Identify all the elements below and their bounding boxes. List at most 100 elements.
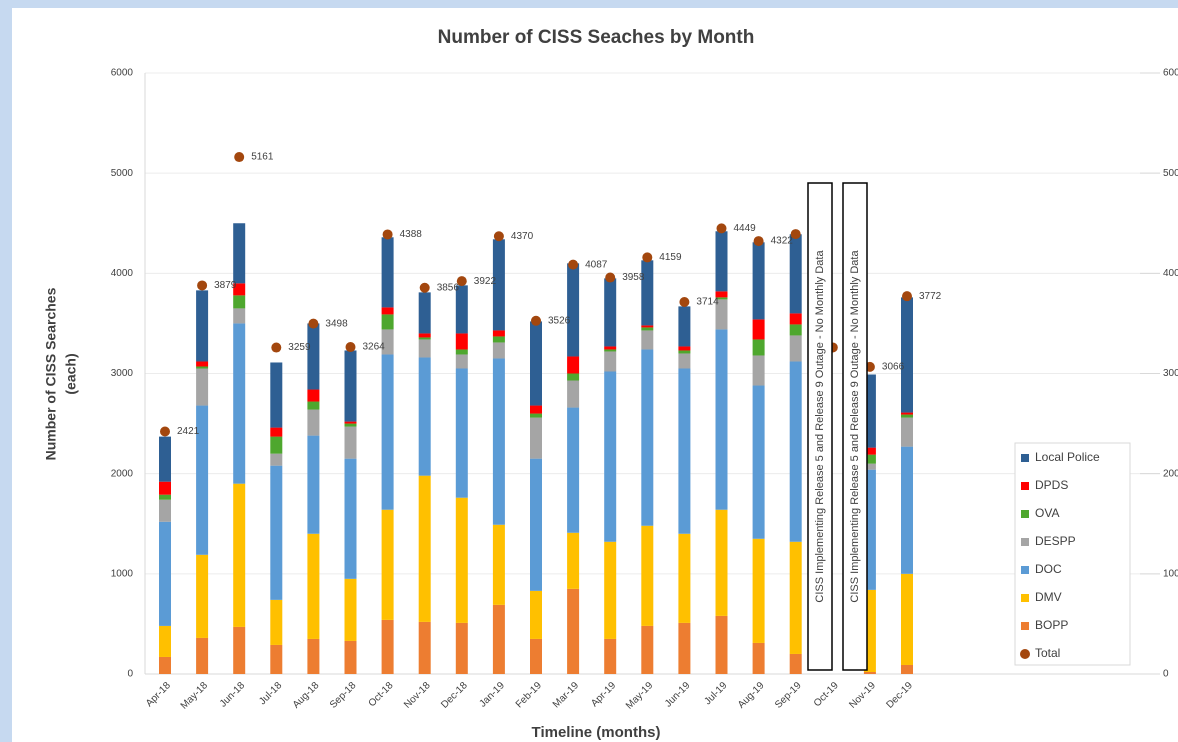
bar-segment bbox=[641, 525, 654, 626]
bar-segment bbox=[901, 414, 913, 418]
bar-segment bbox=[159, 625, 171, 657]
bar-segment bbox=[344, 640, 357, 674]
bar-segment bbox=[715, 329, 728, 510]
bar-segment bbox=[159, 499, 171, 522]
bar-segment bbox=[270, 644, 283, 674]
bar-segment bbox=[344, 350, 357, 422]
bar-segment bbox=[196, 368, 209, 406]
bar-segment bbox=[492, 358, 505, 525]
bar-segment bbox=[567, 356, 580, 374]
y2-tick-label: 0 bbox=[1163, 669, 1169, 680]
bar-segment bbox=[752, 355, 765, 386]
bar-segment bbox=[492, 524, 505, 605]
y2-tick-label: 3000 bbox=[1163, 368, 1178, 379]
bar-segment bbox=[344, 426, 357, 459]
bar-segment bbox=[641, 349, 654, 526]
y-tick-label: 2000 bbox=[111, 468, 134, 479]
bar-segment bbox=[344, 458, 357, 579]
bar-segment bbox=[789, 313, 802, 325]
total-label: 4370 bbox=[511, 231, 534, 242]
total-marker bbox=[790, 229, 801, 240]
total-marker bbox=[234, 152, 245, 163]
total-label: 4087 bbox=[585, 259, 608, 270]
bar-segment bbox=[752, 538, 765, 643]
legend-swatch bbox=[1021, 538, 1029, 546]
total-label: 3259 bbox=[288, 342, 311, 353]
bar-segment bbox=[492, 342, 505, 359]
bar-segment bbox=[678, 353, 691, 369]
total-marker bbox=[568, 259, 579, 270]
legend-label: DPDS bbox=[1035, 478, 1068, 492]
y-tick-label: 5000 bbox=[111, 168, 134, 179]
bar-segment bbox=[567, 407, 580, 533]
total-label: 3714 bbox=[696, 297, 719, 308]
bar-segment bbox=[307, 533, 320, 639]
legend-label: DMV bbox=[1035, 590, 1062, 604]
bar-segment bbox=[604, 278, 617, 347]
y2-tick-label: 4000 bbox=[1163, 268, 1178, 279]
bar-segment bbox=[381, 237, 394, 308]
total-label: 3856 bbox=[437, 282, 460, 293]
bar-segment bbox=[530, 590, 542, 639]
bar-segment bbox=[530, 417, 542, 459]
bar-segment bbox=[863, 447, 876, 455]
bar-segment bbox=[233, 223, 246, 284]
bar-segment bbox=[418, 357, 431, 476]
bar-segment bbox=[530, 638, 542, 674]
legend-label: DOC bbox=[1035, 562, 1062, 576]
legend-label: BOPP bbox=[1035, 618, 1068, 632]
bar-segment bbox=[344, 423, 357, 427]
bar-segment bbox=[678, 350, 691, 354]
annotation-box bbox=[842, 182, 868, 671]
bar-segment bbox=[530, 321, 542, 406]
bar-segment bbox=[641, 327, 654, 331]
total-marker bbox=[456, 276, 467, 287]
bar-segment bbox=[678, 346, 691, 351]
x-axis-title: Timeline (months) bbox=[532, 724, 661, 741]
bar-segment bbox=[455, 349, 468, 355]
y-tick-label: 6000 bbox=[111, 68, 134, 79]
bar-segment bbox=[530, 413, 542, 418]
total-label: 3264 bbox=[363, 342, 386, 353]
total-marker bbox=[308, 318, 319, 329]
bar-segment bbox=[567, 380, 580, 408]
total-label: 4159 bbox=[659, 252, 682, 263]
bar-segment bbox=[530, 405, 542, 414]
total-label: 3958 bbox=[622, 272, 645, 283]
total-label: 2421 bbox=[177, 426, 200, 437]
total-marker bbox=[271, 342, 282, 353]
bar-segment bbox=[678, 368, 691, 534]
bar-segment bbox=[567, 588, 580, 674]
total-label: 3526 bbox=[548, 315, 571, 326]
bar-segment bbox=[492, 336, 505, 343]
bar-segment bbox=[604, 541, 617, 639]
bar-segment bbox=[196, 361, 209, 367]
y-tick-label: 0 bbox=[127, 669, 133, 680]
bar-segment bbox=[270, 465, 283, 600]
legend-label: Total bbox=[1035, 646, 1060, 660]
bar-segment bbox=[752, 242, 765, 320]
bar-segment bbox=[789, 541, 802, 654]
y-tick-label: 1000 bbox=[111, 568, 134, 579]
y2-tick-label: 6000 bbox=[1163, 68, 1178, 79]
bar-segment bbox=[901, 417, 913, 447]
bar-segment bbox=[492, 330, 505, 337]
bar-segment bbox=[233, 308, 246, 324]
bar-segment bbox=[270, 436, 283, 454]
bar-segment bbox=[455, 368, 468, 498]
bar-segment bbox=[418, 292, 431, 334]
annotation: CISS Implementing Release 5 and Release … bbox=[814, 250, 826, 603]
total-marker bbox=[382, 229, 393, 240]
total-label: 3498 bbox=[325, 318, 348, 329]
y-axis-title: Number of CISS Searches bbox=[43, 287, 59, 460]
bar-segment bbox=[901, 297, 913, 413]
bar-segment bbox=[270, 453, 283, 466]
bar-segment bbox=[678, 533, 691, 623]
bar-segment bbox=[196, 405, 209, 555]
bar-segment bbox=[418, 621, 431, 674]
y-tick-label: 3000 bbox=[111, 368, 134, 379]
bar-segment bbox=[641, 325, 654, 328]
bar-segment bbox=[901, 573, 913, 665]
bar-segment bbox=[604, 371, 617, 542]
bar-segment bbox=[159, 436, 171, 482]
